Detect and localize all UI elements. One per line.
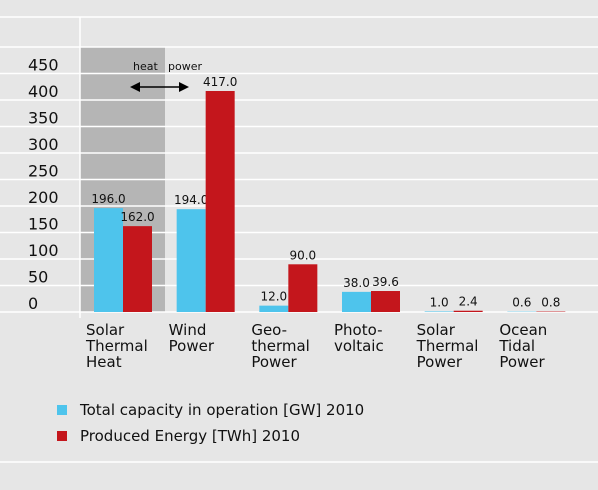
value-label: 2.4 [459, 295, 478, 309]
label-line: thermal [251, 337, 309, 355]
value-label: 162.0 [120, 210, 154, 224]
value-label: 90.0 [289, 248, 316, 262]
value-label: 39.6 [372, 275, 399, 289]
value-label: 0.6 [512, 296, 531, 310]
label-line: Power [169, 337, 215, 355]
label-line: Tidal [498, 337, 535, 355]
x-tick-label: Solar Thermal Power [416, 321, 479, 371]
y-tick-label: 450 [28, 56, 59, 75]
annotation: power [168, 60, 202, 73]
y-tick-label: 100 [28, 241, 59, 260]
value-label: 417.0 [203, 75, 237, 89]
bar [205, 90, 235, 313]
value-label: 194.0 [174, 193, 208, 207]
label-line: Solar [86, 321, 125, 339]
y-tick-label: 300 [28, 135, 59, 154]
annotation: heat [133, 60, 158, 73]
x-tick-label: Ocean Tidal Power [498, 321, 547, 371]
value-label: 12.0 [260, 290, 287, 304]
y-tick-label: 50 [28, 268, 48, 287]
bar [259, 305, 289, 312]
x-tick-label: Geo-thermal Power [251, 321, 309, 371]
bar [176, 209, 206, 312]
label-line: Photo- [334, 321, 382, 339]
label-line: Heat [86, 353, 122, 371]
label-line: Thermal [85, 337, 148, 355]
bar [453, 310, 483, 312]
y-tick-label: 250 [28, 162, 59, 181]
bar [94, 208, 123, 312]
y-tick-label: 150 [28, 215, 59, 234]
label-line: Geo- [251, 321, 287, 339]
y-tick-label: 400 [28, 82, 59, 101]
label-line: Wind [169, 321, 207, 339]
bar [424, 311, 454, 312]
x-tick-label: Wind Power [169, 321, 215, 355]
y-tick-label: 200 [28, 188, 59, 207]
x-tick-label: Photo-voltaic [334, 321, 384, 355]
bar [123, 226, 152, 312]
label-line: Solar [417, 321, 456, 339]
value-label: 196.0 [91, 192, 125, 206]
legend-label: Produced Energy [TWh] 2010 [80, 427, 300, 445]
y-tick-label: 0 [28, 294, 38, 313]
x-tick-label: Solar Thermal Heat [85, 321, 148, 371]
label-line: voltaic [334, 337, 384, 355]
legend-label: Total capacity in operation [GW] 2010 [79, 401, 364, 419]
bar [342, 291, 371, 312]
label-line: Power [251, 353, 297, 371]
legend-swatch [57, 431, 67, 441]
value-label: 1.0 [430, 295, 449, 309]
bar [288, 264, 318, 312]
value-label: 0.8 [541, 296, 560, 310]
y-tick-label: 350 [28, 109, 59, 128]
label-line: Power [417, 353, 463, 371]
value-label: 38.0 [343, 276, 370, 290]
label-line: Power [499, 353, 545, 371]
label-line: Ocean [499, 321, 547, 339]
bar [371, 291, 400, 312]
legend-swatch [57, 405, 67, 415]
label-line: Thermal [416, 337, 479, 355]
